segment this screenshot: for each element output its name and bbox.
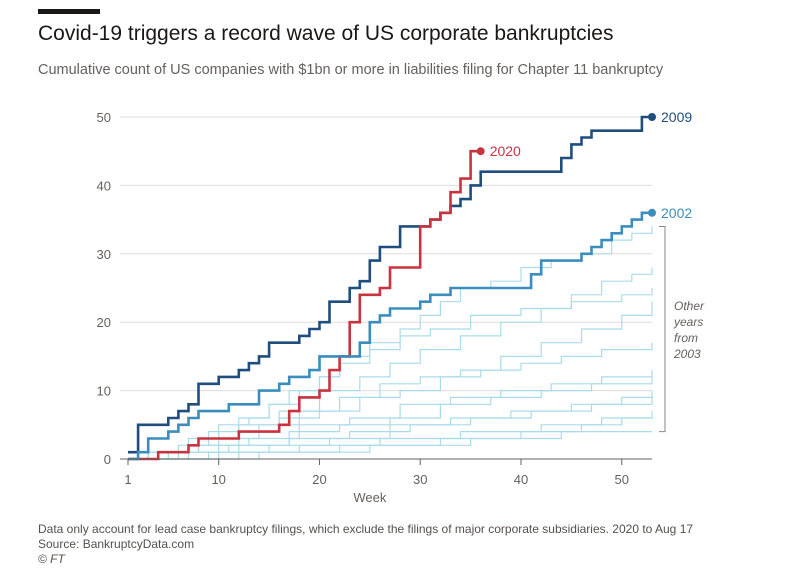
y-tick-label: 40 — [97, 178, 111, 193]
series-line-2020 — [128, 149, 481, 461]
y-tick-label: 30 — [97, 247, 111, 262]
y-tick-label: 20 — [97, 315, 111, 330]
footer: Data only account for lead case bankrupt… — [38, 522, 693, 567]
x-tick-label: 10 — [211, 472, 225, 487]
brand-bar — [38, 9, 100, 14]
series-endpoint-2020 — [476, 147, 485, 156]
x-tick-label: 1 — [124, 472, 131, 487]
other-year-line — [128, 417, 652, 460]
x-tick-label: 40 — [514, 472, 528, 487]
chart-subtitle: Cumulative count of US companies with $1… — [38, 62, 664, 78]
copyright: © FT — [38, 552, 65, 566]
other-year-line — [128, 342, 653, 460]
y-tick-label: 0 — [104, 452, 111, 467]
footnote: Data only account for lead case bankrupt… — [38, 522, 694, 536]
y-tick-label: 10 — [97, 384, 111, 399]
series-label-2020: 2020 — [490, 143, 521, 159]
bracket-label-line: 2003 — [673, 347, 701, 361]
bracket-label-line: Other — [674, 299, 705, 313]
x-axis-label: Week — [353, 490, 386, 505]
other-years-bracket: Other years from 2003 — [659, 225, 705, 433]
series-line-2009 — [128, 115, 652, 454]
series-endpoint-2002 — [648, 208, 656, 217]
other-year-line — [128, 397, 653, 460]
y-tick-label: 50 — [97, 110, 111, 125]
x-tick-label: 20 — [312, 472, 326, 487]
source-line: Source: BankruptcyData.com — [38, 537, 195, 551]
axes: 0 10 20 30 40 50 1 10 20 30 40 50 Week — [97, 110, 652, 505]
series-label-2002: 2002 — [661, 205, 692, 221]
series-labels: 2009 2020 2002 — [490, 109, 693, 221]
bracket-label-line: from — [674, 331, 698, 345]
bracket-line — [659, 225, 666, 433]
highlight-lines — [128, 113, 656, 461]
chart-title: Covid-19 triggers a record wave of US co… — [38, 22, 614, 45]
x-tick-label: 50 — [615, 472, 629, 487]
series-endpoint-2009 — [648, 113, 656, 121]
x-tick-label: 30 — [413, 472, 427, 487]
other-year-line — [128, 370, 653, 460]
bracket-label-line: years — [673, 315, 703, 329]
series-line-2002 — [128, 211, 652, 461]
series-label-2009: 2009 — [661, 109, 692, 125]
